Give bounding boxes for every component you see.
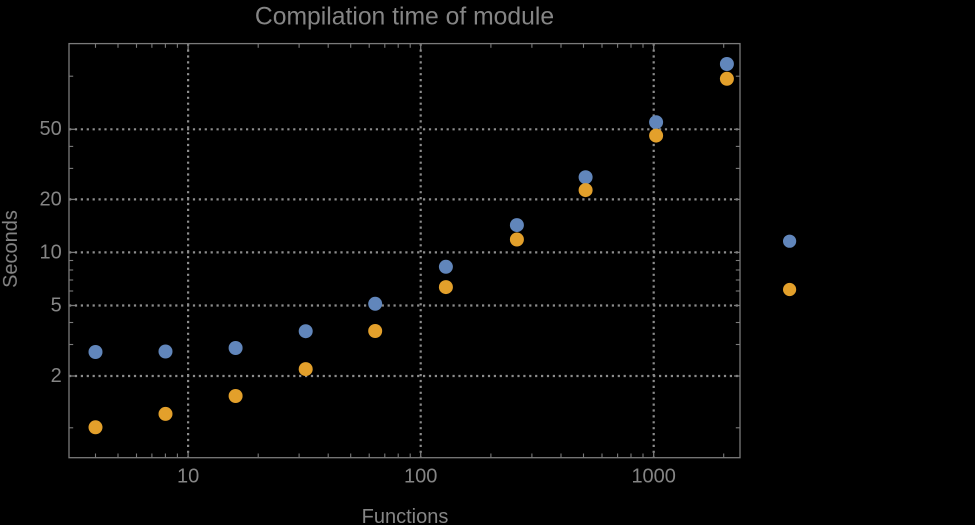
svg-text:10: 10 (40, 241, 62, 263)
svg-text:Compilation time of module: Compilation time of module (255, 4, 554, 31)
svg-text:5: 5 (51, 294, 62, 316)
svg-text:Seconds: Seconds (0, 210, 22, 288)
svg-text:20: 20 (40, 188, 62, 210)
svg-text:1000: 1000 (631, 466, 676, 488)
svg-text:50: 50 (40, 118, 62, 140)
svg-text:10: 10 (177, 466, 199, 488)
svg-text:100: 100 (404, 466, 437, 488)
svg-text:Functions: Functions (362, 506, 449, 525)
svg-text:2: 2 (51, 365, 62, 387)
